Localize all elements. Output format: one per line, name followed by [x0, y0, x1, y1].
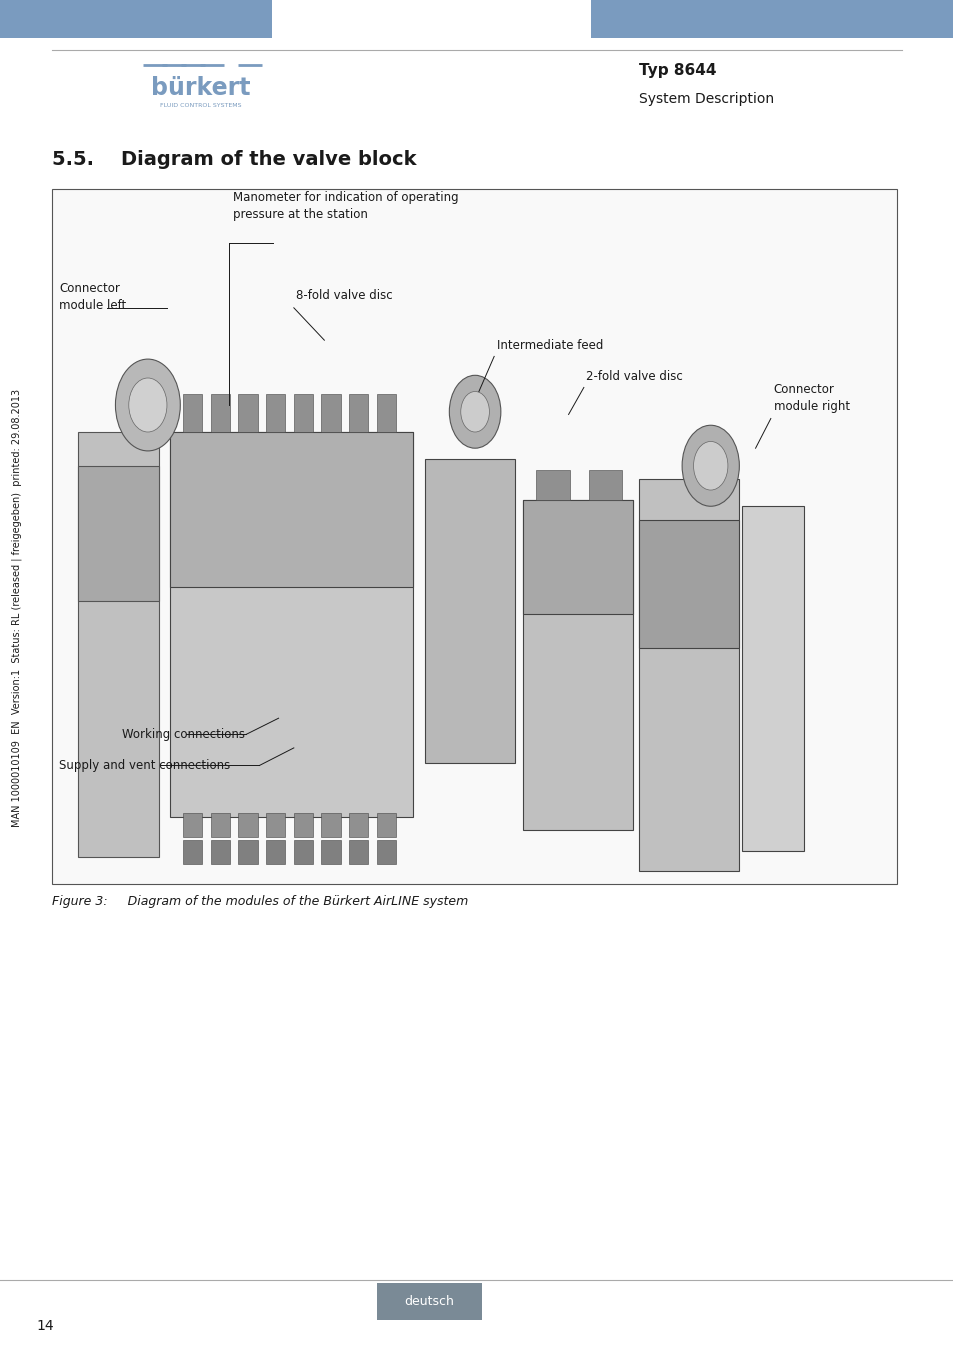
Circle shape [681, 425, 739, 506]
Bar [78, 466, 159, 601]
Circle shape [115, 359, 180, 451]
Text: deutsch: deutsch [404, 1295, 454, 1308]
Bar [266, 394, 285, 432]
Bar [424, 459, 515, 763]
Bar [0, 0, 272, 38]
Text: 14: 14 [36, 1319, 53, 1332]
Bar [52, 189, 896, 884]
Text: 5.5.    Diagram of the valve block: 5.5. Diagram of the valve block [52, 150, 416, 169]
Text: Connector
module right: Connector module right [773, 383, 849, 413]
Bar [639, 479, 739, 871]
Circle shape [129, 378, 167, 432]
Bar [183, 813, 202, 837]
Text: bürkert: bürkert [151, 76, 250, 100]
Bar [376, 1282, 481, 1320]
Bar [238, 840, 257, 864]
Bar [639, 520, 739, 648]
Bar [321, 840, 340, 864]
Text: FLUID CONTROL SYSTEMS: FLUID CONTROL SYSTEMS [159, 103, 241, 108]
Bar [211, 840, 230, 864]
Text: MAN 1000010109  EN  Version:1  Status: RL (released | freigegeben)  printed: 29.: MAN 1000010109 EN Version:1 Status: RL (… [11, 389, 23, 826]
Bar [211, 394, 230, 432]
Bar [294, 840, 313, 864]
Text: 2-fold valve disc: 2-fold valve disc [585, 370, 681, 383]
Bar [522, 500, 632, 830]
Bar [376, 394, 395, 432]
Bar [294, 813, 313, 837]
Bar [376, 840, 395, 864]
Text: Supply and vent connections: Supply and vent connections [59, 759, 231, 772]
Text: Connector
module left: Connector module left [59, 282, 126, 312]
Circle shape [693, 441, 727, 490]
Bar [741, 506, 803, 850]
Bar [294, 394, 313, 432]
Bar [349, 813, 368, 837]
Text: 8-fold valve disc: 8-fold valve disc [295, 289, 392, 302]
Bar [591, 0, 953, 38]
Bar [211, 813, 230, 837]
Bar [588, 470, 621, 500]
Bar [170, 432, 413, 817]
Bar [266, 813, 285, 837]
Circle shape [460, 392, 489, 432]
Bar [183, 394, 202, 432]
Bar [183, 840, 202, 864]
Text: Working connections: Working connections [122, 728, 245, 741]
Bar [536, 470, 569, 500]
Bar [349, 394, 368, 432]
Bar [170, 432, 413, 587]
Bar [238, 813, 257, 837]
Bar [522, 500, 632, 614]
Text: Intermediate feed: Intermediate feed [497, 339, 603, 352]
Bar [349, 840, 368, 864]
Bar [78, 432, 159, 857]
Text: Typ 8644: Typ 8644 [639, 62, 716, 78]
Text: Figure 3:     Diagram of the modules of the Bürkert AirLINE system: Figure 3: Diagram of the modules of the … [52, 895, 468, 909]
Bar [266, 840, 285, 864]
Bar [238, 394, 257, 432]
Text: Manometer for indication of operating
pressure at the station: Manometer for indication of operating pr… [233, 192, 458, 221]
Text: System Description: System Description [639, 92, 774, 105]
Bar [321, 394, 340, 432]
Bar [376, 813, 395, 837]
Circle shape [449, 375, 500, 448]
Bar [321, 813, 340, 837]
